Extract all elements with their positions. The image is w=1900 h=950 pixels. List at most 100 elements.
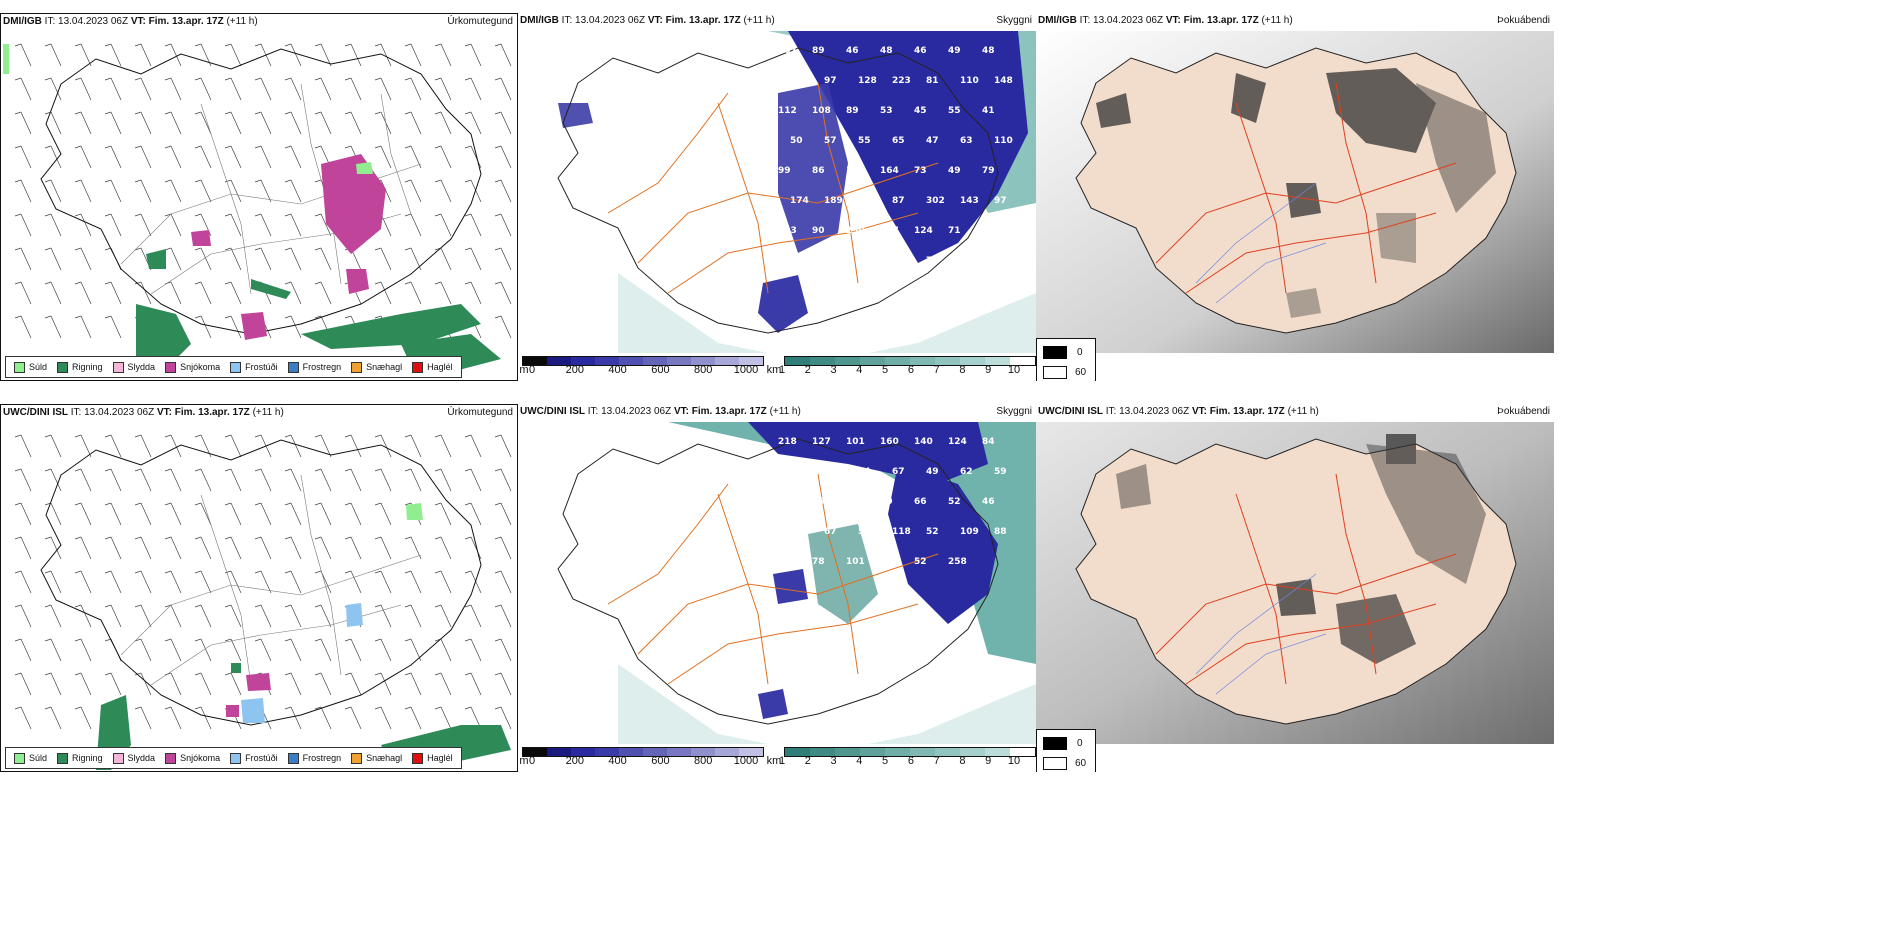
- visibility-value: 108: [812, 106, 831, 116]
- fog-key-high: 60: [1075, 758, 1087, 769]
- visibility-value: 189: [824, 196, 843, 206]
- wind-barb: [284, 672, 302, 696]
- scale-swatch: [691, 748, 715, 756]
- scale-tick: 8: [959, 755, 966, 767]
- fog-areas: [1096, 68, 1496, 318]
- fog-map: [1036, 31, 1554, 353]
- scale-tick: 0: [528, 755, 536, 767]
- wind-barb: [434, 111, 452, 135]
- visibility-value: 58: [778, 497, 791, 507]
- wind-barb: [14, 247, 32, 271]
- wind-barb: [134, 43, 152, 67]
- legend-item: Súld: [14, 752, 47, 764]
- fog-map: [1036, 422, 1554, 744]
- wind-barb: [284, 570, 302, 594]
- visibility-value: 53: [982, 226, 995, 236]
- visibility-value: 148: [994, 76, 1013, 86]
- fog-key-white: [1043, 366, 1067, 379]
- wind-barb: [464, 247, 482, 271]
- legend-item: Snæhagl: [351, 361, 403, 373]
- visibility-value: 41: [790, 256, 803, 266]
- scale-tick: 400: [608, 755, 627, 767]
- wind-barb: [494, 145, 512, 169]
- scale-swatch: [810, 748, 835, 756]
- wind-barb: [464, 213, 482, 237]
- wind-barb: [464, 179, 482, 203]
- visibility-scale-ticks: km 1 2 3 4 5 6 7 8 9 10: [767, 364, 1036, 378]
- wind-barb: [494, 468, 512, 492]
- wind-barb: [374, 638, 392, 662]
- wind-barb: [494, 604, 512, 628]
- scale-swatch: [810, 357, 835, 365]
- wind-barb: [44, 43, 62, 67]
- scale-swatch: [885, 357, 910, 365]
- visibility-value: 67: [824, 527, 837, 537]
- visibility-value: 110: [960, 76, 979, 86]
- wind-barb: [224, 638, 242, 662]
- panel-title: Skyggni: [996, 406, 1032, 417]
- scale-tick: 7: [933, 755, 940, 767]
- visibility-value: 143: [960, 196, 979, 206]
- legend-label: Snæhagl: [366, 362, 403, 372]
- wind-barb: [134, 672, 152, 696]
- wind-barb: [314, 672, 332, 696]
- wind-barb: [374, 604, 392, 628]
- visibility-value: 77: [926, 256, 939, 266]
- scale-tick: 800: [694, 364, 713, 376]
- roads: [120, 474, 422, 686]
- it-label: IT:: [587, 406, 599, 417]
- wind-barb: [194, 145, 212, 169]
- wind-barb: [104, 213, 122, 237]
- wind-barb: [104, 638, 122, 662]
- wind-barb: [254, 77, 272, 101]
- wind-barb: [224, 536, 242, 560]
- wind-barb: [344, 111, 362, 135]
- wind-barb: [134, 213, 152, 237]
- scale-swatch: [595, 357, 619, 365]
- legend-swatch: [165, 361, 177, 373]
- wind-barb: [434, 604, 452, 628]
- wind-barb: [494, 111, 512, 135]
- wind-barb: [254, 434, 272, 458]
- forecast-offset: (+11 h): [743, 15, 775, 26]
- wind-barb: [284, 315, 302, 339]
- wind-barb: [344, 706, 362, 730]
- rivers: [1195, 573, 1327, 695]
- legend-item: Rigning: [57, 361, 103, 373]
- scale-swatch: [935, 748, 960, 756]
- wind-barb: [404, 434, 422, 458]
- visibility-value: 89: [812, 46, 825, 56]
- visibility-value: 127: [812, 437, 831, 447]
- scale-unit: m: [519, 755, 529, 767]
- visibility-value: 41: [982, 106, 995, 116]
- visibility-value: 101: [846, 437, 865, 447]
- it-value: 13.04.2023 06Z: [1119, 406, 1190, 417]
- wind-barb: [284, 638, 302, 662]
- visibility-value: 49: [790, 76, 803, 86]
- wind-barb: [224, 281, 242, 305]
- it-value: 13.04.2023 06Z: [58, 16, 129, 27]
- scale-tick: 6: [907, 755, 914, 767]
- panel-title: Þokuábendi: [1497, 406, 1550, 417]
- scale-swatch: [910, 748, 935, 756]
- precip-areas: [96, 503, 511, 770]
- precip-map: [14, 434, 512, 770]
- vt-value: Fim. 13.apr. 17Z: [148, 16, 224, 27]
- wind-barb: [464, 77, 482, 101]
- wind-barb: [434, 434, 452, 458]
- scale-swatch: [785, 357, 810, 365]
- wind-barb: [284, 43, 302, 67]
- fog-key-high: 60: [1075, 367, 1087, 378]
- wind-barb: [134, 179, 152, 203]
- scale-unit: m: [519, 364, 529, 376]
- visibility-value: 302: [926, 196, 945, 206]
- legend-swatch: [112, 361, 124, 373]
- it-label: IT:: [561, 15, 573, 26]
- wind-barb: [104, 145, 122, 169]
- wind-barb: [224, 179, 242, 203]
- scale-tick: 8: [959, 364, 966, 376]
- wind-barb: [224, 604, 242, 628]
- legend-item: Frostúði: [230, 361, 278, 373]
- visibility-map: 218 127 101 160 140 124 84 156 48 64 67 49 62 59 58 65 5…: [557, 422, 1036, 744]
- wind-barb: [494, 672, 512, 696]
